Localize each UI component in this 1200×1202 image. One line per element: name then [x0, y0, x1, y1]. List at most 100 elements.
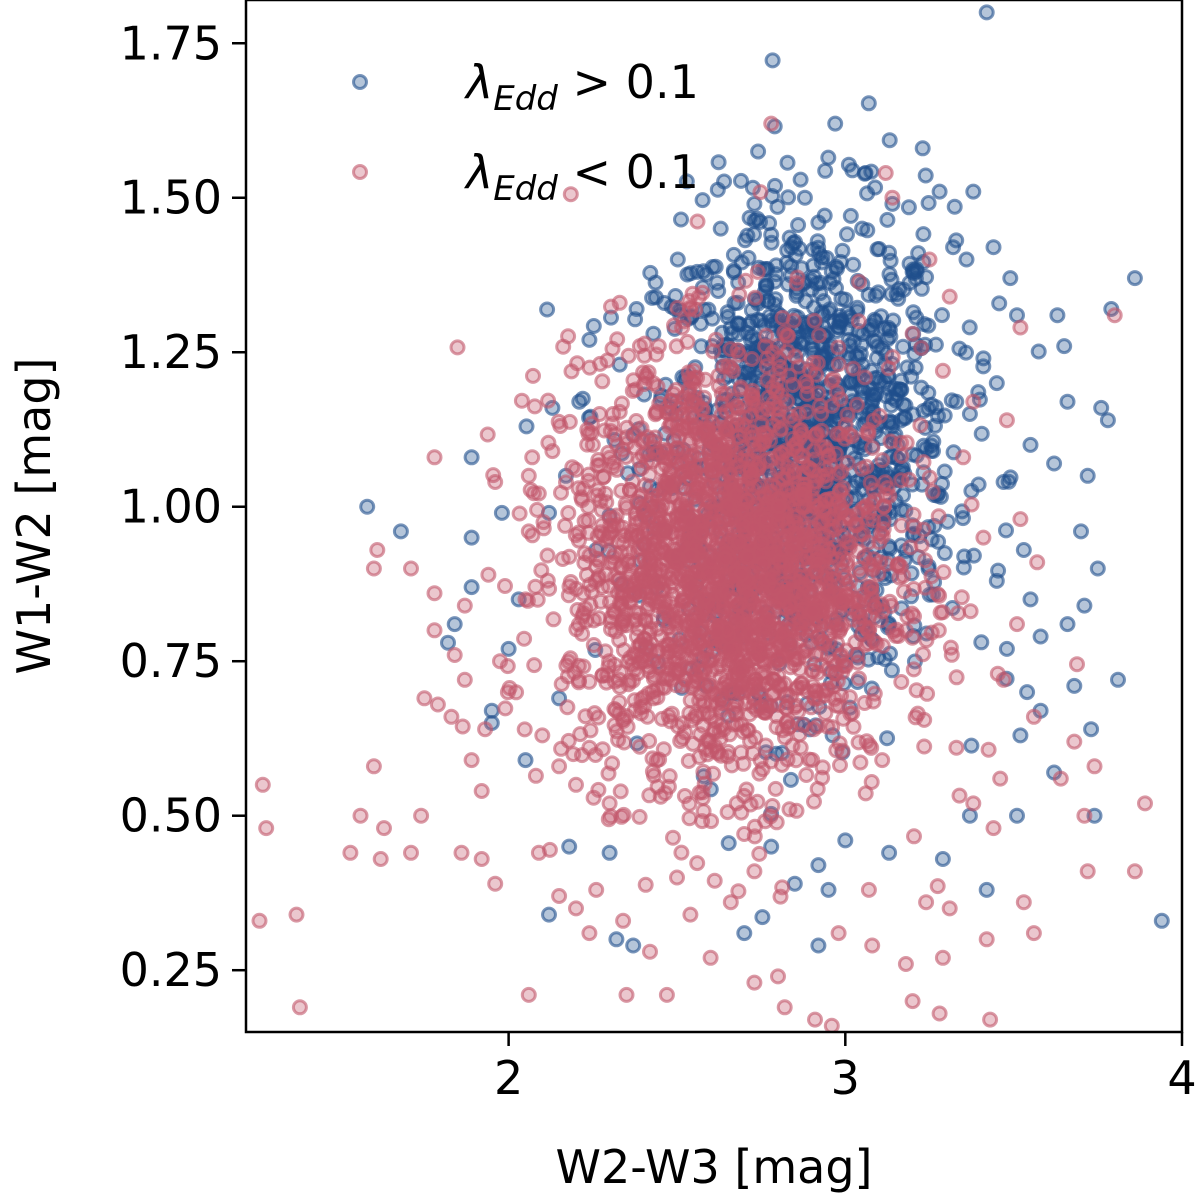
- dense-point: [860, 422, 877, 438]
- data-point: [520, 467, 537, 484]
- dense-point: [905, 506, 922, 523]
- dense-point: [747, 289, 764, 306]
- dense-point: [526, 398, 543, 415]
- dense-point: [611, 694, 628, 711]
- dense-point: [773, 646, 790, 663]
- data-point: [487, 875, 504, 892]
- data-point: [403, 560, 419, 577]
- dense-point: [851, 273, 868, 290]
- y-axis-label: W1-W2 [mag]: [7, 358, 61, 675]
- data-point: [931, 183, 948, 200]
- legend-entry: λEdd < 0.1: [352, 145, 699, 209]
- dense-point: [707, 504, 724, 521]
- data-point: [1059, 616, 1076, 633]
- dense-point: [794, 625, 811, 642]
- dense-point: [852, 754, 869, 771]
- dense-point: [807, 617, 824, 634]
- dense-point: [767, 177, 783, 194]
- data-point: [581, 739, 598, 756]
- data-point: [581, 331, 598, 348]
- dense-point: [833, 592, 850, 609]
- dense-point: [752, 312, 769, 329]
- dense-point: [819, 584, 836, 601]
- dense-point: [657, 601, 674, 618]
- dense-point: [681, 810, 698, 827]
- dense-point: [718, 421, 735, 438]
- dense-point: [581, 359, 598, 376]
- dense-point: [805, 354, 822, 371]
- dense-point: [703, 813, 720, 830]
- dense-point: [907, 709, 924, 726]
- dense-point: [633, 499, 650, 515]
- dense-point: [875, 513, 892, 530]
- dense-point: [759, 612, 776, 629]
- data-point: [1086, 758, 1103, 775]
- dense-point: [920, 195, 937, 211]
- dense-point: [738, 586, 755, 603]
- dense-point: [719, 804, 736, 821]
- data-point: [541, 906, 557, 923]
- dense-point: [801, 751, 818, 768]
- dense-point: [723, 509, 740, 526]
- data-point: [601, 844, 618, 861]
- dense-point: [748, 496, 765, 513]
- dense-point: [785, 542, 802, 559]
- dense-point: [713, 385, 730, 402]
- dense-point: [905, 304, 922, 321]
- dense-point: [758, 425, 775, 442]
- dense-point: [917, 552, 934, 569]
- dense-point: [694, 539, 711, 556]
- dense-point: [798, 373, 814, 390]
- dense-point: [710, 745, 727, 762]
- dense-point: [594, 517, 611, 534]
- dense-point: [585, 318, 602, 334]
- dense-point: [771, 351, 788, 368]
- data-point: [456, 671, 473, 688]
- data-point: [568, 776, 584, 793]
- data-point: [480, 566, 497, 583]
- data-point: [921, 251, 938, 268]
- dense-point: [620, 653, 637, 670]
- dense-point: [558, 474, 574, 491]
- dense-point: [817, 162, 834, 179]
- data-point: [1022, 436, 1039, 453]
- dense-point: [895, 338, 912, 355]
- dense-point: [779, 154, 796, 171]
- dense-point: [749, 793, 766, 810]
- x-axis-ticks: 2 3 4: [494, 1032, 1197, 1105]
- dense-point: [882, 433, 899, 450]
- dense-point: [866, 492, 883, 509]
- data-point: [736, 925, 753, 942]
- data-point: [426, 585, 443, 602]
- data-point: [1056, 338, 1073, 355]
- dense-point: [716, 551, 733, 568]
- dense-point: [980, 741, 997, 758]
- x-tick-label: 2: [494, 1051, 523, 1105]
- data-point: [830, 925, 847, 942]
- data-point: [975, 350, 992, 367]
- dense-point: [814, 769, 831, 786]
- data-point: [416, 690, 433, 707]
- dense-point: [642, 264, 659, 281]
- dense-point: [752, 213, 768, 230]
- dense-point: [730, 679, 747, 696]
- data-point: [473, 851, 490, 867]
- dense-point: [631, 808, 648, 825]
- data-point: [443, 708, 460, 725]
- data-point: [608, 931, 625, 948]
- dense-point: [705, 343, 722, 360]
- dense-point: [513, 392, 530, 409]
- dense-point: [665, 829, 681, 846]
- data-point: [743, 331, 759, 348]
- dense-point: [920, 384, 937, 401]
- dense-point: [740, 249, 757, 266]
- dense-point: [668, 560, 684, 576]
- dense-point: [953, 589, 970, 606]
- data-point: [618, 986, 635, 1003]
- dense-point: [883, 397, 900, 414]
- dense-point: [620, 347, 637, 364]
- data-point: [914, 140, 931, 157]
- dense-point: [906, 608, 922, 625]
- data-point: [611, 294, 628, 311]
- data-point: [877, 165, 894, 181]
